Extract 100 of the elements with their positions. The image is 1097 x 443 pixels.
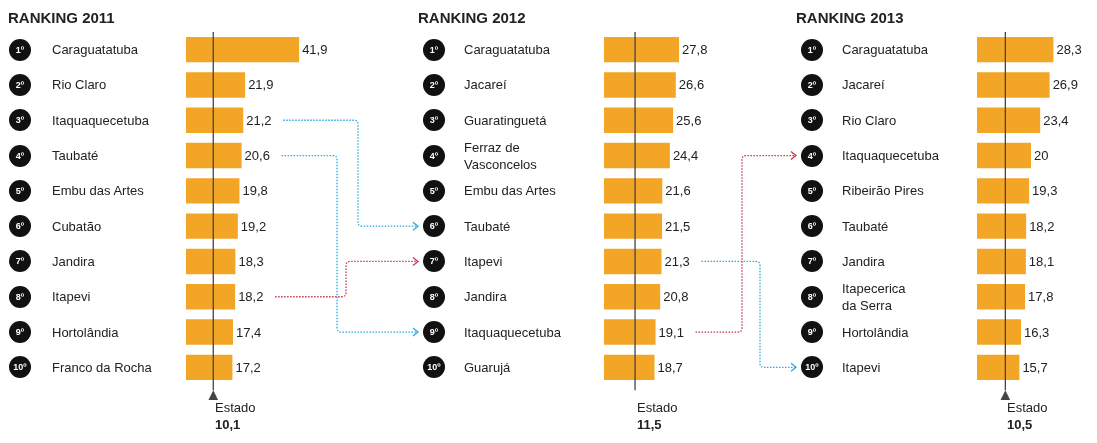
y-tick-label: Itaquaquecetuba <box>842 148 940 163</box>
y-tick-label: Hortolândia <box>52 325 120 340</box>
data-label: 20,8 <box>663 289 689 305</box>
data-label: 17,8 <box>1028 289 1054 305</box>
y-tick-label: Rio Claro <box>52 77 107 92</box>
y-tick-label: Hortolândia <box>842 325 910 340</box>
y-tick-label: Taubaté <box>52 148 99 163</box>
data-label: 24,4 <box>672 148 699 164</box>
y-tick-label: Franco da Rocha <box>52 360 153 375</box>
data-label: 18,7 <box>657 359 683 375</box>
rank-badge: 5º <box>801 179 823 202</box>
bar <box>604 142 670 169</box>
data-label: 26,9 <box>1052 77 1078 93</box>
data-label: 23,4 <box>1043 112 1069 128</box>
text: RANKING 2011 <box>8 9 115 27</box>
bar <box>604 284 661 310</box>
bar <box>186 319 233 345</box>
bar <box>186 107 244 133</box>
data-label: 18,2 <box>238 289 264 305</box>
bar <box>186 178 240 204</box>
bar <box>604 178 663 204</box>
rank-badge: 3º <box>9 109 31 132</box>
data-label: 19,3 <box>1032 183 1058 199</box>
data-label: 21,9 <box>248 77 274 93</box>
data-label: 41,9 <box>302 42 328 58</box>
data-label: 19,8 <box>242 183 268 199</box>
y-tick-label: Jandira <box>52 254 96 269</box>
y-tick-label: Embu das Artes <box>52 183 145 198</box>
y-tick-label: Itapevi <box>52 289 91 304</box>
data-label: 25,6 <box>676 112 702 128</box>
bar <box>977 354 1020 381</box>
ref-line-label: Estado 11,5 <box>637 400 678 432</box>
rank-badge: 8º <box>423 285 445 308</box>
rank-badge: 10º <box>423 356 445 379</box>
rank-badge: 6º <box>801 215 823 238</box>
y-tick-label: Cubatão <box>52 219 102 234</box>
rank-badge: 8º <box>9 285 31 308</box>
rank-badge: 10º <box>801 356 823 379</box>
data-label: 19,2 <box>240 218 267 234</box>
y-tick-label: Caraguatatuba <box>52 42 139 57</box>
y-tick-label: Caraguatatuba <box>842 42 929 57</box>
rank-badge: 4º <box>9 144 31 167</box>
rank-badge: 4º <box>423 144 445 167</box>
rank-badge: 3º <box>423 109 445 132</box>
bar <box>977 107 1041 133</box>
bar <box>977 248 1026 275</box>
bar <box>604 72 676 98</box>
data-label: 15,7 <box>1022 359 1048 375</box>
data-label: 26,6 <box>678 77 705 93</box>
rank-badge: 1º <box>423 38 445 61</box>
rank-badge: 7º <box>801 250 823 273</box>
rank-badge: 7º <box>9 250 31 273</box>
rank-badge: 6º <box>9 215 31 238</box>
data-label: 17,2 <box>235 359 261 375</box>
rank-badge: 1º <box>801 38 823 61</box>
y-tick-label: Jacareí <box>842 77 886 92</box>
data-label: 18,2 <box>1029 218 1055 234</box>
rank-badge: 10º <box>9 356 31 379</box>
y-tick-label: Rio Claro <box>842 113 897 128</box>
legend-label: Estado 10,1 <box>215 400 256 432</box>
bar <box>186 142 242 169</box>
rank-badge: 2º <box>801 73 823 96</box>
rank-badge: 3º <box>801 109 823 132</box>
y-tick-label: Guarujá <box>464 360 512 375</box>
data-label: 21,6 <box>665 183 691 199</box>
rank-badge: 9º <box>801 321 823 344</box>
rank-badge: 6º <box>423 215 445 238</box>
rank-badge: 7º <box>423 250 445 273</box>
rank-badge: 5º <box>9 179 31 202</box>
y-tick-label: Taubaté <box>842 219 889 234</box>
bar <box>977 36 1054 63</box>
data-label: 27,8 <box>682 42 708 58</box>
text: RANKING 2013 <box>796 9 904 27</box>
y-tick-label: Itaquaquecetuba <box>52 113 150 128</box>
rank-badge: 2º <box>423 73 445 96</box>
bar <box>186 248 236 275</box>
bar <box>604 107 674 133</box>
data-label: 18,3 <box>238 253 264 269</box>
rank-badge: 5º <box>423 179 445 202</box>
text: RANKING 2012 <box>418 9 526 27</box>
bar <box>186 213 238 239</box>
y-tick-label: Caraguatatuba <box>464 42 551 57</box>
data-label: 21,5 <box>665 218 691 234</box>
bar <box>977 284 1026 310</box>
y-tick-label: Ribeirão Pires <box>842 183 925 198</box>
data-label: 16,3 <box>1024 324 1050 340</box>
data-label: 21,2 <box>246 112 272 128</box>
bar <box>604 213 663 239</box>
y-tick-label: Jandira <box>842 254 886 269</box>
bar <box>977 178 1030 204</box>
rank-badge: 4º <box>801 144 823 167</box>
bar <box>604 248 662 275</box>
y-tick-label: Itapecerica da Serra <box>842 281 907 313</box>
bar <box>604 36 680 63</box>
y-tick-label: Jacareí <box>464 77 508 92</box>
data-label: 18,1 <box>1028 253 1055 269</box>
y-tick-label: Jandira <box>464 289 508 304</box>
bar <box>604 354 655 381</box>
data-label: 17,4 <box>235 324 262 340</box>
bar <box>186 72 246 98</box>
